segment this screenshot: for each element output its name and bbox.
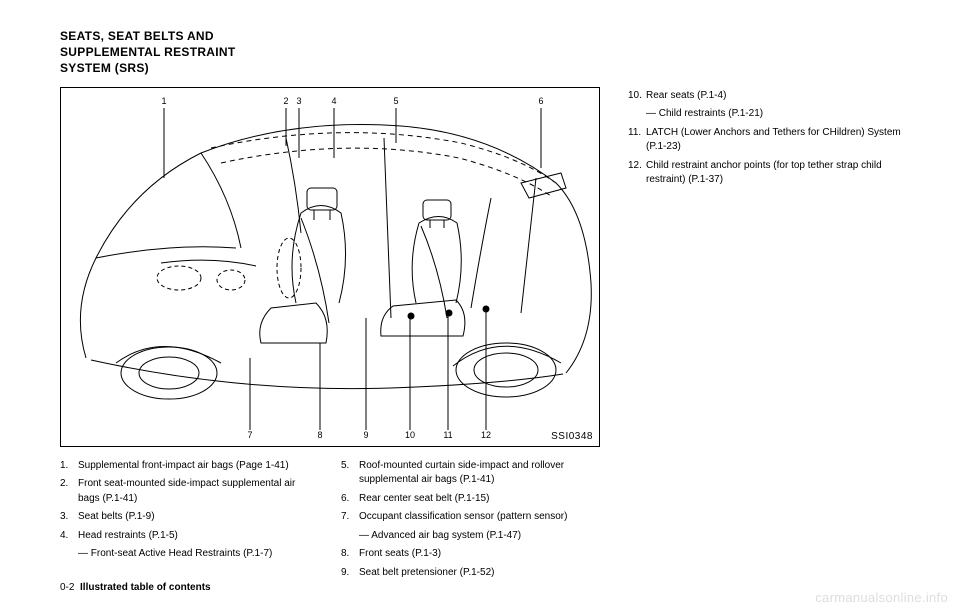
legend-item-1: 1. Supplemental front-impact air bags (P… — [60, 459, 319, 474]
left-column: 1 2 3 4 5 6 7 8 9 10 11 12 — [60, 87, 600, 585]
legend-item-6: 6. Rear center seat belt (P.1-15) — [341, 492, 600, 507]
title-line-3: SYSTEM (SRS) — [60, 60, 920, 76]
legend-text: Front seats (P.1-3) — [359, 547, 441, 562]
callout-7: 7 — [245, 430, 255, 440]
legend-text: Front seat-mounted side-impact supplemen… — [78, 477, 319, 506]
callout-11: 11 — [443, 430, 453, 440]
legend-columns: 1. Supplemental front-impact air bags (P… — [60, 459, 600, 585]
legend-num: 4. — [60, 529, 78, 544]
legend-num: 5. — [341, 459, 359, 488]
title-line-2: SUPPLEMENTAL RESTRAINT — [60, 44, 920, 60]
callout-3: 3 — [294, 96, 304, 106]
legend-text: Seat belt pretensioner (P.1-52) — [359, 566, 494, 581]
legend-item-3: 3. Seat belts (P.1-9) — [60, 510, 319, 525]
legend-item-5: 5. Roof-mounted curtain side-impact and … — [341, 459, 600, 488]
legend-sub-4: — Front-seat Active Head Restraints (P.1… — [78, 547, 319, 562]
figure-code: SSI0348 — [551, 431, 593, 442]
legend-item-2: 2. Front seat-mounted side-impact supple… — [60, 477, 319, 506]
legend-item-10: 10. Rear seats (P.1-4) — [628, 89, 918, 104]
content-row: 1 2 3 4 5 6 7 8 9 10 11 12 — [60, 87, 920, 585]
page-footer: 0-2 Illustrated table of contents — [60, 582, 211, 593]
callout-8: 8 — [315, 430, 325, 440]
legend-text: Child restraint anchor points (for top t… — [646, 159, 918, 188]
legend-item-8: 8. Front seats (P.1-3) — [341, 547, 600, 562]
callout-10: 10 — [405, 430, 415, 440]
callout-4: 4 — [329, 96, 339, 106]
legend-num: 6. — [341, 492, 359, 507]
legend-num: 1. — [60, 459, 78, 474]
footer-label: Illustrated table of contents — [80, 582, 211, 593]
legend-num: 9. — [341, 566, 359, 581]
callout-2: 2 — [281, 96, 291, 106]
legend-text: Supplemental front-impact air bags (Page… — [78, 459, 289, 474]
legend-sub-10: — Child restraints (P.1-21) — [646, 107, 918, 122]
illustration-figure: 1 2 3 4 5 6 7 8 9 10 11 12 — [60, 87, 600, 447]
legend-item-4: 4. Head restraints (P.1-5) — [60, 529, 319, 544]
callout-12: 12 — [481, 430, 491, 440]
section-title: SEATS, SEAT BELTS AND SUPPLEMENTAL RESTR… — [60, 28, 920, 77]
callout-9: 9 — [361, 430, 371, 440]
legend-text: Occupant classification sensor (pattern … — [359, 510, 567, 525]
legend-num: 2. — [60, 477, 78, 506]
legend-item-9: 9. Seat belt pretensioner (P.1-52) — [341, 566, 600, 581]
legend-item-7: 7. Occupant classification sensor (patte… — [341, 510, 600, 525]
callout-6: 6 — [536, 96, 546, 106]
legend-text: Seat belts (P.1-9) — [78, 510, 155, 525]
legend-sub-7: — Advanced air bag system (P.1-47) — [359, 529, 600, 544]
legend-num: 12. — [628, 159, 646, 188]
legend-text: Rear seats (P.1-4) — [646, 89, 726, 104]
legend-item-11: 11. LATCH (Lower Anchors and Tethers for… — [628, 126, 918, 155]
legend-text: Head restraints (P.1-5) — [78, 529, 178, 544]
car-line-art — [61, 88, 600, 447]
legend-num: 7. — [341, 510, 359, 525]
callout-1: 1 — [159, 96, 169, 106]
right-column: 10. Rear seats (P.1-4) — Child restraint… — [628, 87, 918, 585]
legend-num: 3. — [60, 510, 78, 525]
legend-col-1: 1. Supplemental front-impact air bags (P… — [60, 459, 319, 585]
legend-text: LATCH (Lower Anchors and Tethers for CHi… — [646, 126, 918, 155]
title-line-1: SEATS, SEAT BELTS AND — [60, 28, 920, 44]
legend-text: Roof-mounted curtain side-impact and rol… — [359, 459, 600, 488]
legend-text: Rear center seat belt (P.1-15) — [359, 492, 489, 507]
legend-item-12: 12. Child restraint anchor points (for t… — [628, 159, 918, 188]
legend-num: 8. — [341, 547, 359, 562]
legend-num: 10. — [628, 89, 646, 104]
page-number: 0-2 — [60, 582, 74, 593]
watermark: carmanualsonline.info — [815, 590, 948, 605]
legend-num: 11. — [628, 126, 646, 155]
legend-col-2: 5. Roof-mounted curtain side-impact and … — [341, 459, 600, 585]
callout-5: 5 — [391, 96, 401, 106]
